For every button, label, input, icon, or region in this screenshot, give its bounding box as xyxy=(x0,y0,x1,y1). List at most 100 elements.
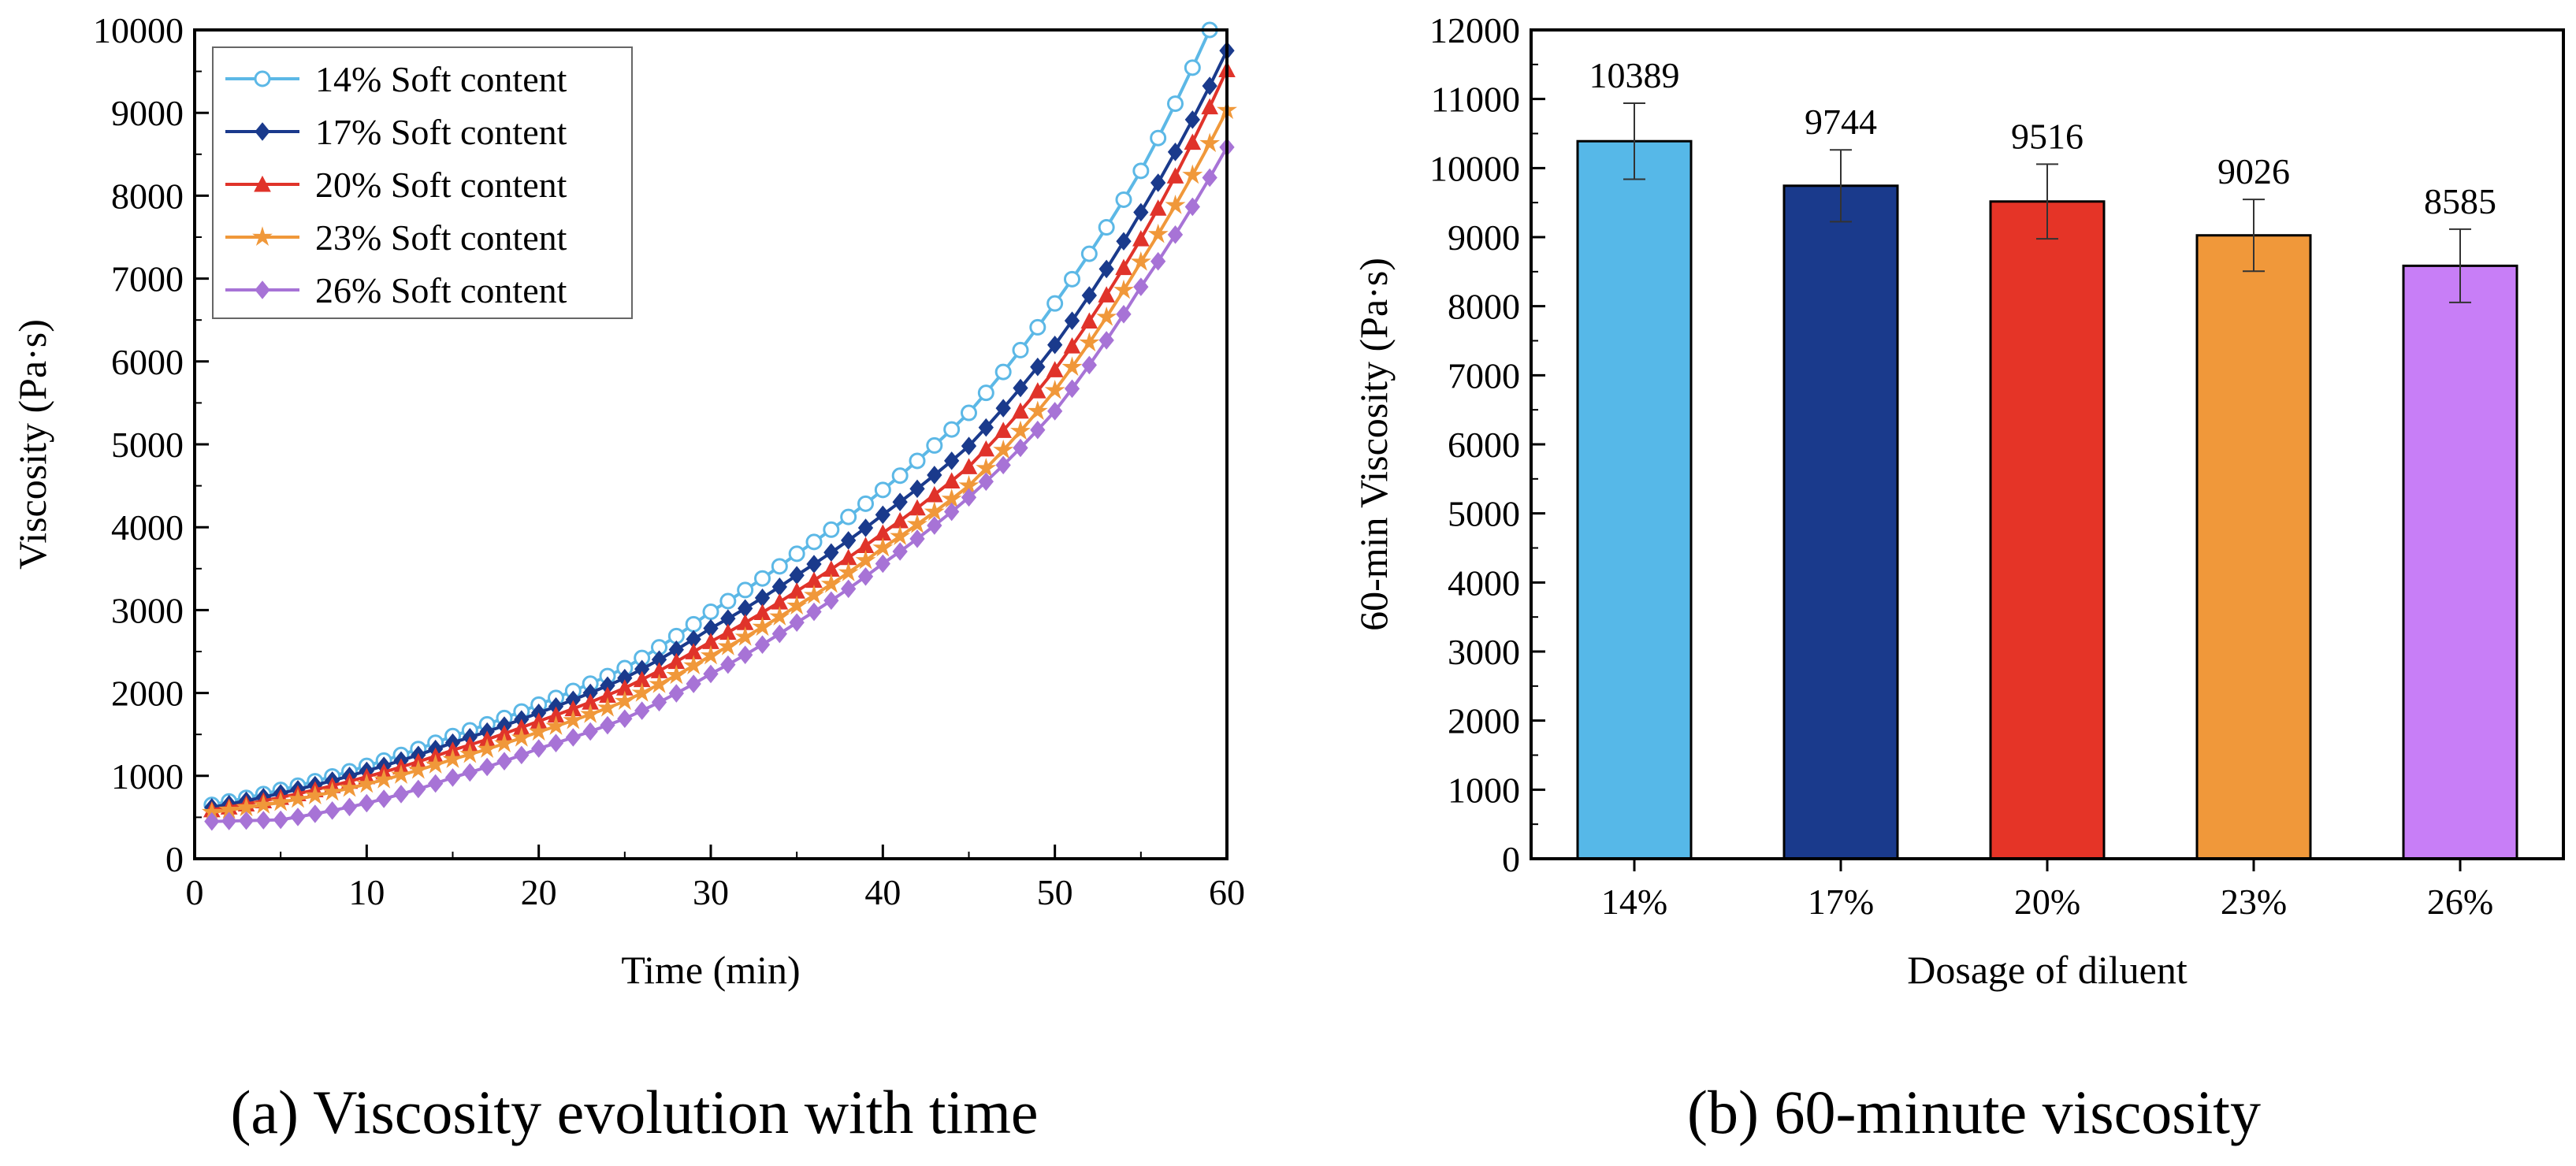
x-tick-label: 40 xyxy=(864,872,901,912)
data-point xyxy=(823,591,839,611)
x-tick-label: 17% xyxy=(1808,882,1874,922)
y-tick-label: 11000 xyxy=(1431,80,1520,120)
bar xyxy=(2195,234,2312,860)
bar-group: 8585 xyxy=(2402,181,2518,860)
data-label: 9744 xyxy=(1805,102,1877,142)
data-point xyxy=(890,525,911,545)
data-point xyxy=(1064,311,1080,330)
data-point xyxy=(614,690,635,711)
data-point xyxy=(270,791,292,811)
data-point xyxy=(754,635,771,654)
data-point xyxy=(804,584,824,604)
data-point xyxy=(976,457,997,477)
data-point xyxy=(1046,361,1064,377)
data-point xyxy=(1116,305,1132,324)
data-point xyxy=(738,645,753,665)
data-point xyxy=(356,773,377,793)
x-axis-label-b: Dosage of diluent xyxy=(1907,948,2188,992)
data-point xyxy=(1044,379,1065,399)
caption-b: (b) 60-minute viscosity xyxy=(1687,1078,2261,1146)
data-label: 9026 xyxy=(2217,151,2290,191)
data-point xyxy=(580,704,601,723)
chart-a: 0 10 20 30 40 50 60 0 1000 2000 3000 4000 5000 6000 7… xyxy=(10,10,1245,1146)
data-point xyxy=(838,562,859,581)
data-point xyxy=(1030,357,1046,377)
data-point xyxy=(1096,306,1117,326)
data-point xyxy=(204,811,220,831)
data-point xyxy=(1132,230,1150,247)
series-group xyxy=(201,21,1237,831)
data-point xyxy=(1150,251,1166,271)
data-point xyxy=(597,696,618,717)
data-point xyxy=(1147,223,1169,243)
data-point xyxy=(771,577,787,596)
data-point xyxy=(978,418,994,437)
data-point xyxy=(444,768,461,787)
legend-label: 26% Soft content xyxy=(315,270,567,310)
data-point xyxy=(977,440,995,457)
data-point xyxy=(374,769,395,789)
data-point xyxy=(874,481,891,499)
y-axis: 0 1000 2000 3000 4000 5000 6000 7000 8000 9000 100… xyxy=(93,10,209,879)
x-tick-label: 20 xyxy=(521,872,557,912)
data-point xyxy=(651,693,667,712)
data-point xyxy=(668,684,684,703)
x-axis-b: 14% 17% 20% 23% 26% xyxy=(1601,859,2493,922)
y-tick-label: 8000 xyxy=(111,176,184,216)
y-tick-label: 2000 xyxy=(111,674,184,714)
data-point xyxy=(531,739,547,758)
data-point xyxy=(805,533,823,551)
x-axis: 0 10 20 30 40 50 60 xyxy=(186,845,1245,912)
bar xyxy=(1989,200,2106,860)
data-point xyxy=(806,602,822,622)
data-point xyxy=(995,455,1011,475)
data-point xyxy=(253,794,274,814)
data-point xyxy=(1116,232,1132,251)
x-tick-label: 14% xyxy=(1601,882,1667,922)
data-point xyxy=(1027,400,1048,421)
data-point xyxy=(407,759,429,779)
data-point xyxy=(1130,251,1151,271)
data-point xyxy=(703,664,719,684)
data-point xyxy=(875,505,890,525)
data-point xyxy=(995,399,1011,418)
data-point xyxy=(359,793,374,813)
bar-group: 9744 xyxy=(1782,102,1899,860)
data-point xyxy=(892,542,908,561)
data-point xyxy=(1061,356,1083,377)
data-point xyxy=(717,636,738,655)
data-point xyxy=(806,555,822,574)
data-point xyxy=(1012,402,1029,419)
data-point xyxy=(1202,76,1217,95)
series-1 xyxy=(203,21,1218,814)
y-tick-label: 8000 xyxy=(1448,287,1520,327)
legend-label: 17% Soft content xyxy=(315,112,567,152)
data-point xyxy=(666,664,687,685)
data-point xyxy=(927,516,942,535)
data-point xyxy=(442,748,463,768)
data-point xyxy=(1010,420,1031,440)
data-point xyxy=(1046,295,1064,312)
chart-b: 10389 9744 9516 9026 8585 14% 17% 20% 23% 26% 0 1… xyxy=(1351,10,2565,1146)
data-point xyxy=(960,458,978,474)
data-point xyxy=(701,644,721,665)
data-point xyxy=(857,518,874,537)
data-point xyxy=(771,624,787,644)
data-point xyxy=(1184,59,1201,76)
data-point xyxy=(1047,335,1063,355)
legend-entry: 23% Soft content xyxy=(225,217,567,258)
y-tick-label: 9000 xyxy=(1448,217,1520,258)
y-tick-label: 0 xyxy=(1502,839,1520,879)
x-tick-label: 26% xyxy=(2427,882,2493,922)
data-point xyxy=(1081,286,1097,305)
series-5 xyxy=(204,138,1235,831)
data-point xyxy=(789,613,805,632)
data-point xyxy=(582,722,598,741)
data-point xyxy=(977,384,994,402)
data-point xyxy=(909,529,925,548)
data-point xyxy=(1150,129,1167,147)
data-point xyxy=(1115,191,1132,208)
data-point xyxy=(428,774,444,793)
data-point xyxy=(1080,312,1098,329)
